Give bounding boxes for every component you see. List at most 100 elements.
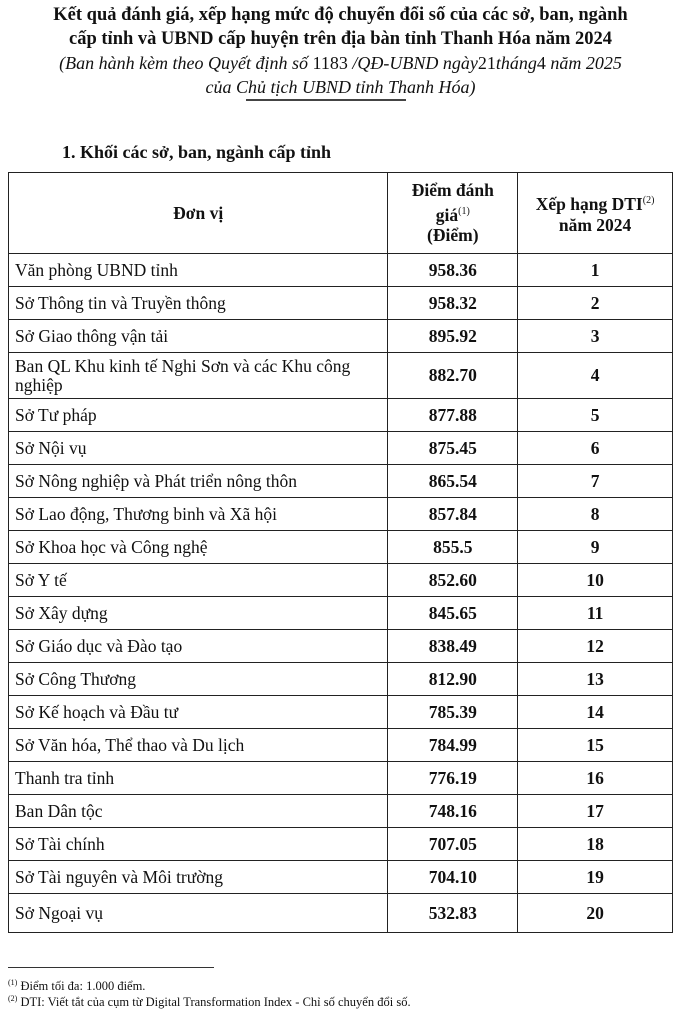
decision-suffix: /QĐ-UBND ngày — [352, 53, 478, 73]
section-title: 1. Khối các sở, ban, ngành cấp tỉnh — [62, 142, 332, 162]
cell-unit: Sở Khoa học và Công nghệ — [7, 530, 389, 564]
cell-rank: 6 — [517, 431, 673, 465]
cell-rank: 2 — [517, 286, 673, 320]
cell-score: 748.16 — [387, 794, 519, 828]
cell-rank: 18 — [517, 827, 673, 861]
cell-rank: 4 — [517, 352, 673, 399]
footnote-divider — [8, 967, 214, 968]
cell-unit: Sở Tài nguyên và Môi trường — [7, 860, 389, 894]
table-row: Sở Giao thông vận tải 895.92 3 — [7, 319, 673, 353]
cell-rank: 16 — [517, 761, 673, 795]
cell-rank: 15 — [517, 728, 673, 762]
cell-unit: Sở Công Thương — [7, 662, 389, 696]
month-label: tháng — [495, 53, 537, 73]
cell-score: 776.19 — [387, 761, 519, 795]
cell-unit: Sở Tư pháp — [7, 398, 389, 432]
cell-unit: Sở Giao thông vận tải — [7, 319, 389, 353]
cell-unit: Sở Văn hóa, Thể thao và Du lịch — [7, 728, 389, 762]
header-unit: Đơn vị — [7, 172, 389, 254]
document-subtitle-line-2: của Chủ tịch UBND tỉnh Thanh Hóa) — [205, 77, 476, 97]
table-row: Sở Công Thương 812.90 13 — [7, 662, 673, 696]
cell-score: 852.60 — [387, 563, 519, 597]
cell-rank: 8 — [517, 497, 673, 531]
table-row: Sở Thông tin và Truyền thông 958.32 2 — [7, 286, 673, 320]
table-header-row: Đơn vị Điểm đánh giá(1) (Điểm) Xếp hạng D… — [7, 172, 673, 254]
cell-rank: 9 — [517, 530, 673, 564]
table-row: Sở Văn hóa, Thể thao và Du lịch 784.99 15 — [7, 728, 673, 762]
cell-score: 845.65 — [387, 596, 519, 630]
cell-rank: 17 — [517, 794, 673, 828]
cell-score: 958.32 — [387, 286, 519, 320]
cell-rank: 11 — [517, 596, 673, 630]
cell-rank: 10 — [517, 563, 673, 597]
header-rank: Xếp hạng DTI(2) năm 2024 — [517, 172, 673, 254]
cell-unit: Sở Y tế — [7, 563, 389, 597]
cell-unit: Sở Thông tin và Truyền thông — [7, 286, 389, 320]
table-row: Sở Xây dựng 845.65 11 — [7, 596, 673, 630]
table-row: Sở Tư pháp 877.88 5 — [7, 398, 673, 432]
cell-rank: 3 — [517, 319, 673, 353]
table-row: Thanh tra tỉnh 776.19 16 — [7, 761, 673, 795]
year-label: năm 2025 — [550, 53, 622, 73]
cell-score: 877.88 — [387, 398, 519, 432]
table-row: Văn phòng UBND tỉnh 958.36 1 — [7, 253, 673, 287]
cell-unit: Sở Ngoại vụ — [7, 893, 389, 933]
cell-score: 857.84 — [387, 497, 519, 531]
cell-score: 704.10 — [387, 860, 519, 894]
table-row: Sở Kế hoạch và Đầu tư 785.39 14 — [7, 695, 673, 729]
table-row: Sở Nội vụ 875.45 6 — [7, 431, 673, 465]
document-title-line-1: Kết quả đánh giá, xếp hạng mức độ chuyển… — [53, 5, 628, 25]
ranking-table: Đơn vị Điểm đánh giá(1) (Điểm) Xếp hạng D… — [7, 172, 673, 933]
cell-score: 865.54 — [387, 464, 519, 498]
cell-score: 532.83 — [387, 893, 519, 933]
decision-month: 4 — [536, 53, 546, 73]
cell-score: 875.45 — [387, 431, 519, 465]
cell-rank: 7 — [517, 464, 673, 498]
cell-rank: 19 — [517, 860, 673, 894]
cell-score: 784.99 — [387, 728, 519, 762]
cell-unit: Sở Tài chính — [7, 827, 389, 861]
table-row: Sở Khoa học và Công nghệ 855.5 9 — [7, 530, 673, 564]
title-underline — [246, 99, 406, 101]
cell-score: 812.90 — [387, 662, 519, 696]
cell-unit: Sở Nông nghiệp và Phát triển nông thôn — [7, 464, 389, 498]
cell-unit: Sở Giáo dục và Đào tạo — [7, 629, 389, 663]
footnote-1: (1) Điểm tối đa: 1.000 điểm. — [8, 978, 146, 994]
table-row: Sở Nông nghiệp và Phát triển nông thôn 86… — [7, 464, 673, 498]
table-row: Ban QL Khu kinh tế Nghi Sơn và các Khu c… — [7, 352, 673, 399]
document-subtitle-line-1: (Ban hành kèm theo Quyết định số 1183 /Q… — [0, 52, 681, 74]
header-score: Điểm đánh giá(1) (Điểm) — [387, 172, 519, 254]
table-row: Sở Y tế 852.60 10 — [7, 563, 673, 597]
table-row: Sở Giáo dục và Đào tạo 838.49 12 — [7, 629, 673, 663]
cell-unit: Sở Lao động, Thương binh và Xã hội — [7, 497, 389, 531]
document-title-line-2: cấp tỉnh và UBND cấp huyện trên địa bàn … — [69, 29, 612, 49]
cell-score: 958.36 — [387, 253, 519, 287]
cell-score: 882.70 — [387, 352, 519, 399]
cell-rank: 1 — [517, 253, 673, 287]
footnote-2: (2) DTI: Viết tắt của cụm từ Digital Tra… — [8, 994, 411, 1010]
cell-unit: Văn phòng UBND tỉnh — [7, 253, 389, 287]
cell-unit: Sở Kế hoạch và Đầu tư — [7, 695, 389, 729]
cell-rank: 13 — [517, 662, 673, 696]
cell-score: 895.92 — [387, 319, 519, 353]
table-row: Sở Tài nguyên và Môi trường 704.10 19 — [7, 860, 673, 894]
cell-rank: 14 — [517, 695, 673, 729]
table-row: Sở Ngoại vụ 532.83 20 — [7, 893, 673, 933]
table-row: Ban Dân tộc 748.16 17 — [7, 794, 673, 828]
cell-score: 785.39 — [387, 695, 519, 729]
cell-unit: Thanh tra tỉnh — [7, 761, 389, 795]
cell-score: 707.05 — [387, 827, 519, 861]
cell-unit: Ban Dân tộc — [7, 794, 389, 828]
cell-score: 838.49 — [387, 629, 519, 663]
cell-rank: 5 — [517, 398, 673, 432]
subtitle-prefix: (Ban hành kèm theo Quyết định số — [59, 53, 309, 73]
decision-number: 1183 — [312, 53, 348, 73]
cell-rank: 12 — [517, 629, 673, 663]
cell-unit: Sở Xây dựng — [7, 596, 389, 630]
table-row: Sở Tài chính 707.05 18 — [7, 827, 673, 861]
cell-unit: Sở Nội vụ — [7, 431, 389, 465]
cell-rank: 20 — [517, 893, 673, 933]
cell-score: 855.5 — [387, 530, 519, 564]
cell-unit: Ban QL Khu kinh tế Nghi Sơn và các Khu c… — [7, 352, 389, 399]
decision-day: 21 — [477, 53, 496, 73]
